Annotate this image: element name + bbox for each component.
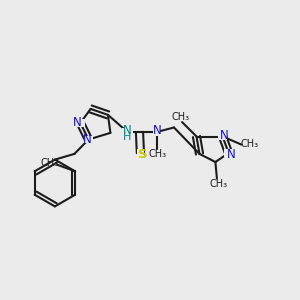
Text: CH₃: CH₃ xyxy=(40,158,58,168)
Bar xyxy=(224,149,233,157)
Text: CH₃: CH₃ xyxy=(240,139,258,149)
Bar xyxy=(84,136,93,143)
Bar xyxy=(218,133,227,140)
Text: CH₃: CH₃ xyxy=(209,179,227,189)
Text: CH₃: CH₃ xyxy=(149,149,167,159)
Text: N: N xyxy=(123,124,132,137)
Text: N: N xyxy=(227,148,236,161)
Bar xyxy=(122,128,133,136)
Bar xyxy=(137,149,144,157)
Text: N: N xyxy=(220,129,229,142)
Text: N: N xyxy=(82,133,91,146)
Text: CH₃: CH₃ xyxy=(172,112,190,122)
Text: H: H xyxy=(123,132,132,142)
Text: N: N xyxy=(153,124,162,137)
Bar xyxy=(153,128,160,136)
Text: N: N xyxy=(73,116,82,129)
Bar xyxy=(76,119,85,127)
Text: S: S xyxy=(138,148,148,161)
